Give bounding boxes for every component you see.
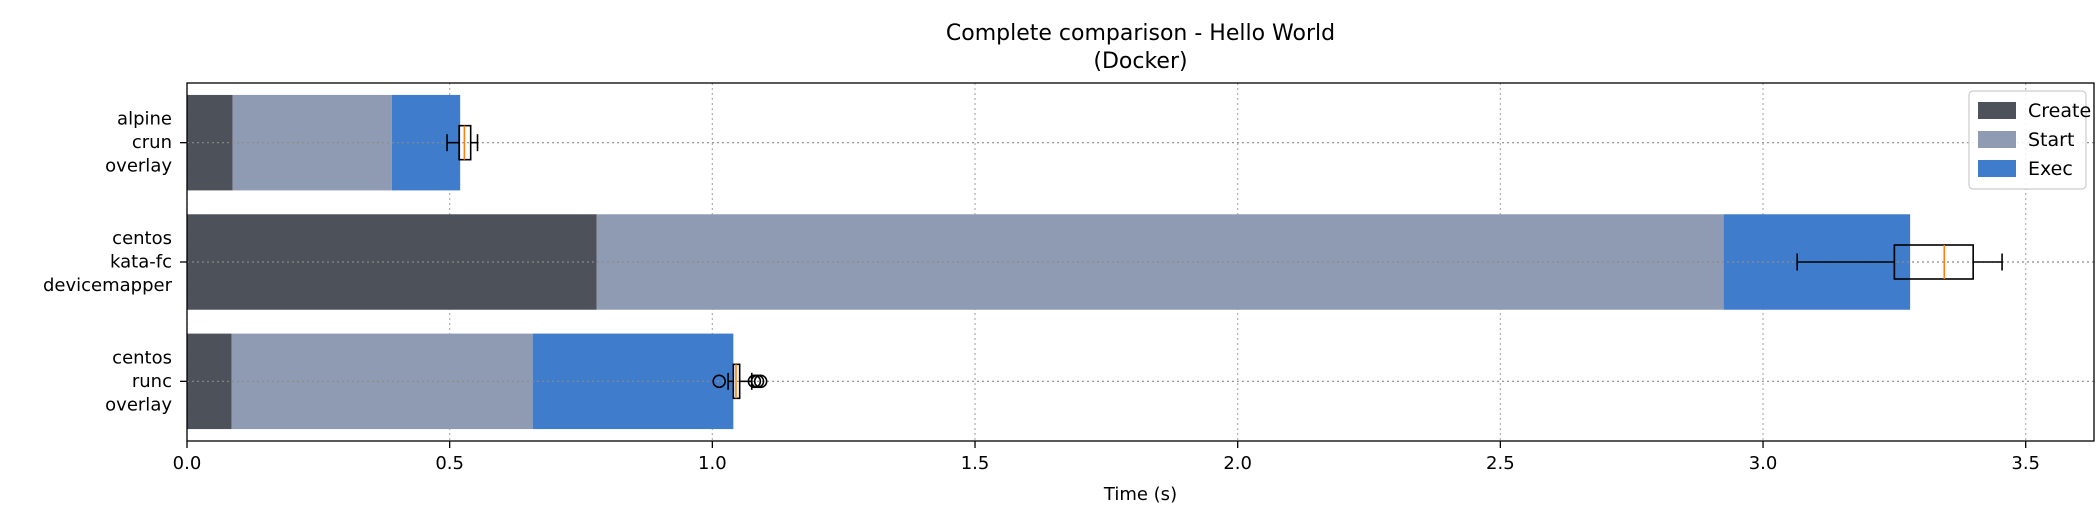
legend-label: Create [2028,100,2091,122]
x-tick-label: 3.0 [1749,453,1778,474]
chart-title: Complete comparison - Hello World [946,21,1335,46]
y-tick-label: centos [112,228,172,249]
legend-label: Start [2028,129,2074,151]
y-tick-label: overlay [105,394,172,415]
boxplots [446,124,2003,400]
bar-create [187,94,233,191]
chart-subtitle: (Docker) [1093,49,1187,74]
x-axis: 0.0 0.5 1.0 1.5 2.0 2.5 3.0 3.5 [173,441,2040,474]
x-tick-label: 0.0 [173,453,202,474]
y-tick-label: overlay [105,156,172,177]
x-tick-label: 2.5 [1486,453,1515,474]
boxplot [712,363,768,400]
outlier-point [712,374,726,389]
x-tick-label: 1.0 [698,453,727,474]
y-tick-label: centos [112,347,172,368]
box-iqr [1893,244,1974,280]
y-tick-label: devicemapper [43,275,173,296]
x-tick-label: 1.5 [961,453,990,474]
legend-label: Exec [2028,158,2073,180]
legend-swatch [1978,102,2016,119]
outlier-point [753,374,768,389]
bar-start [596,214,1724,310]
boxplot [1796,244,2003,280]
x-axis-label: Time (s) [1103,484,1177,505]
legend-swatch [1978,131,2016,148]
x-tick-label: 3.5 [2011,453,2040,474]
legend-swatch [1978,160,2016,177]
y-tick-label: runc [132,371,172,392]
y-tick-label: alpine [117,109,172,130]
bar-create [187,333,232,430]
bars [187,94,2094,430]
x-tick-label: 2.0 [1223,453,1252,474]
y-tick-label: crun [132,132,172,153]
y-tick-label: kata-fc [110,252,172,273]
boxplot [446,124,479,161]
legend: Create Start Exec [1968,90,2091,190]
x-tick-label: 0.5 [435,453,464,474]
